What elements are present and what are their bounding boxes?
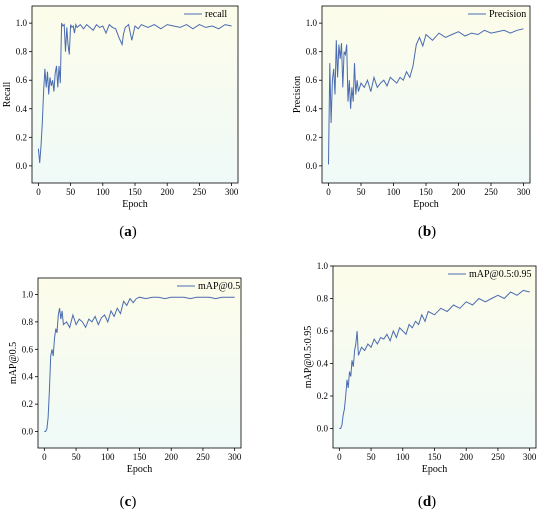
x-tick-label: 0: [36, 187, 41, 197]
chart-panel-b: 0 50 100 150 200 250 300 0.0 0.2 0.4 0.6 0.8 1.0 Pr…: [292, 5, 531, 240]
x-tick-label: 150: [128, 187, 142, 197]
y-tick-label: 0.6: [306, 75, 318, 85]
y-tick-label: 0.4: [306, 104, 318, 114]
panel-label: (c): [120, 494, 137, 510]
series-line: [37, 22, 232, 164]
y-tick-label: 1.0: [16, 18, 28, 28]
y-axis-label: mAP@0.5:0.95: [303, 326, 314, 389]
x-tick-label: 300: [523, 452, 537, 462]
y-tick-label: 0.2: [306, 132, 317, 142]
x-tick-label: 300: [228, 452, 242, 462]
panel-letter: b: [423, 224, 431, 240]
panel-label: (d): [418, 494, 436, 510]
y-tick-label: 1.0: [22, 289, 34, 299]
legend-label: recall: [205, 9, 227, 20]
y-tick-label: 0.2: [16, 132, 27, 142]
x-tick-label: 250: [484, 187, 498, 197]
y-tick-label: 0.6: [16, 75, 28, 85]
y-tick-label: 1.0: [317, 261, 329, 271]
x-tick-label: 100: [101, 452, 115, 462]
x-tick-label: 100: [396, 452, 410, 462]
series-line: [339, 289, 530, 429]
y-axis-label: mAP@0.5: [8, 342, 19, 384]
y-tick-label: 0.8: [317, 294, 329, 304]
x-tick-label: 150: [419, 187, 433, 197]
legend: mAP@0.5: [177, 281, 240, 292]
y-tick-label: 0.6: [22, 344, 34, 354]
x-tick-label: 100: [96, 187, 110, 197]
plot-frame: [321, 5, 531, 184]
x-tick-label: 250: [491, 452, 505, 462]
x-tick-label: 300: [517, 187, 531, 197]
panel-letter: a: [124, 224, 132, 240]
plot-area: [333, 266, 536, 448]
legend: Precision: [468, 9, 526, 20]
x-tick-label: 150: [133, 452, 147, 462]
x-tick-label: 100: [387, 187, 401, 197]
plot-frame: [31, 5, 239, 184]
x-axis-label: Epoch: [422, 464, 448, 475]
panel-label: (a): [119, 224, 137, 240]
legend: recall: [184, 9, 227, 20]
series-line: [328, 28, 524, 165]
y-tick-label: 0.4: [22, 372, 34, 382]
x-axis-label: Epoch: [122, 199, 148, 210]
x-tick-label: 250: [193, 187, 207, 197]
y-tick-label: 0.2: [22, 399, 33, 409]
y-tick-label: 0.8: [22, 317, 34, 327]
x-tick-label: 200: [452, 187, 466, 197]
y-tick-label: 0.4: [317, 359, 329, 369]
y-axis-label: Recall: [2, 82, 13, 108]
plot-frame: [37, 277, 242, 449]
x-tick-label: 200: [164, 452, 178, 462]
panel-letter: c: [125, 494, 132, 510]
x-tick-label: 200: [160, 187, 174, 197]
legend: mAP@0.5:0.95: [448, 269, 532, 280]
y-tick-label: 0.8: [16, 47, 28, 57]
y-tick-label: 0.0: [22, 427, 34, 437]
y-tick-label: 0.0: [16, 161, 28, 171]
legend-label: mAP@0.5: [198, 281, 240, 292]
y-tick-label: 0.6: [317, 326, 329, 336]
x-tick-label: 250: [196, 452, 210, 462]
plot-area: [32, 6, 238, 183]
y-tick-label: 0.0: [306, 161, 318, 171]
x-tick-label: 200: [459, 452, 473, 462]
y-tick-label: 0.2: [317, 391, 328, 401]
y-tick-label: 0.4: [16, 104, 28, 114]
y-tick-label: 0.8: [306, 47, 318, 57]
y-tick-label: 0.0: [317, 424, 329, 434]
chart-panel-d: 0 50 100 150 200 250 300 0.0 0.2 0.4 0.6 0.8 1.0 mA…: [303, 261, 537, 510]
x-axis-label: Epoch: [127, 464, 153, 475]
x-tick-label: 0: [42, 452, 47, 462]
x-tick-label: 150: [428, 452, 442, 462]
chart-panel-c: 0 50 100 150 200 250 300 0.0 0.2 0.4 0.6 0.8 1.0 mA…: [8, 277, 242, 510]
panel-label: (b): [418, 224, 436, 240]
plot-frame: [332, 265, 537, 449]
x-tick-label: 0: [326, 187, 331, 197]
x-tick-label: 300: [225, 187, 239, 197]
series-line: [44, 296, 235, 432]
x-tick-label: 50: [357, 187, 367, 197]
chart-panel-a: 0 50 100 150 200 250 300 0.0 0.2 0.4 0.6 0.8 1.0 re…: [2, 5, 239, 240]
legend-label: Precision: [489, 9, 526, 20]
x-tick-label: 50: [66, 187, 76, 197]
x-tick-label: 0: [337, 452, 342, 462]
x-tick-label: 50: [367, 452, 377, 462]
x-axis-label: Epoch: [413, 199, 439, 210]
y-tick-label: 1.0: [306, 18, 318, 28]
legend-label: mAP@0.5:0.95: [469, 269, 532, 280]
y-axis-label: Precision: [292, 76, 303, 113]
panel-letter: d: [423, 494, 432, 510]
plot-area: [38, 278, 241, 448]
x-tick-label: 50: [72, 452, 82, 462]
